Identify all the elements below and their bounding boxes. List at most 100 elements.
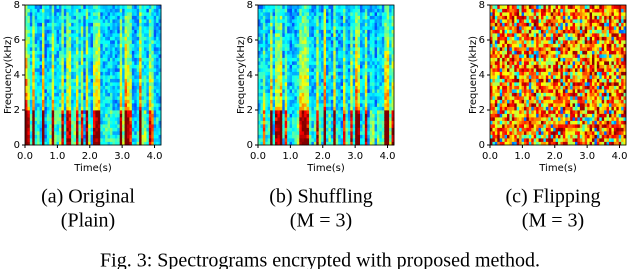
spectrogram-cell — [287, 96, 290, 100]
spectrogram-cell — [47, 86, 50, 90]
spectrogram-cell — [326, 89, 329, 93]
spectrogram-cell — [367, 79, 370, 83]
spectrogram-cell — [328, 65, 331, 69]
spectrogram-cell — [27, 65, 30, 69]
spectrogram-cell — [275, 26, 278, 30]
spectrogram-cell — [149, 58, 152, 62]
spectrogram-cell — [83, 12, 86, 16]
spectrogram-cell — [149, 82, 152, 86]
spectrogram-cell — [333, 117, 336, 121]
spectrogram-cell — [47, 82, 50, 86]
spectrogram-cell — [353, 68, 356, 72]
spectrogram-cell — [139, 131, 142, 135]
spectrogram-cell — [490, 72, 493, 76]
spectrogram-cell — [32, 58, 35, 62]
spectrogram-cell — [57, 26, 60, 30]
spectrogram-cell — [389, 37, 392, 41]
spectrogram-cell — [146, 61, 149, 65]
spectrogram-cell — [149, 5, 152, 9]
spectrogram-cell — [495, 5, 498, 9]
spectrogram-cell — [146, 107, 149, 111]
spectrogram-cell — [309, 30, 312, 34]
spectrogram-cell — [290, 96, 293, 100]
spectrogram-cell — [268, 40, 271, 44]
spectrogram-cell — [71, 51, 74, 55]
spectrogram-cell — [100, 72, 103, 76]
spectrogram-cell — [83, 128, 86, 132]
spectrogram-cell — [273, 138, 276, 142]
spectrogram-cell — [44, 75, 47, 79]
spectrogram-cell — [338, 68, 341, 72]
spectrogram-cell — [324, 107, 327, 111]
spectrogram-cell — [66, 131, 69, 135]
spectrogram-cell — [287, 51, 290, 55]
spectrogram-cell — [333, 65, 336, 69]
spectrogram-cell — [37, 23, 40, 27]
spectrogram-cell — [372, 128, 375, 132]
spectrogram-cell — [304, 75, 307, 79]
spectrogram-cell — [103, 79, 106, 83]
spectrogram-cell — [370, 68, 373, 72]
spectrogram-cell — [319, 9, 322, 13]
spectrogram-cell — [125, 82, 128, 86]
spectrogram-cell — [59, 93, 62, 97]
spectrogram-cell — [57, 96, 60, 100]
spectrogram-cell — [49, 58, 52, 62]
spectrogram-cell — [30, 89, 33, 93]
spectrogram-cell — [384, 96, 387, 100]
spectrogram-cell — [25, 110, 28, 114]
spectrogram-cell — [275, 79, 278, 83]
spectrogram-cell — [275, 103, 278, 107]
spectrogram-cell — [367, 100, 370, 104]
spectrogram-cell — [345, 44, 348, 48]
spectrogram-cell — [292, 12, 295, 16]
spectrogram-cell — [27, 40, 30, 44]
spectrogram-cell — [502, 110, 505, 114]
spectrogram-cell — [127, 117, 130, 121]
spectrogram-cell — [76, 5, 79, 9]
spectrogram-cell — [69, 89, 72, 93]
spectrogram-cell — [370, 33, 373, 37]
spectrogram-cell — [105, 54, 108, 58]
spectrogram-cell — [287, 26, 290, 30]
spectrogram-cell — [338, 58, 341, 62]
spectrogram-cell — [360, 100, 363, 104]
spectrogram-cell — [125, 124, 128, 128]
spectrogram-cell — [71, 33, 74, 37]
spectrogram-cell — [311, 51, 314, 55]
spectrogram-cell — [326, 107, 329, 111]
spectrogram-cell — [331, 89, 334, 93]
spectrogram-cell — [71, 26, 74, 30]
spectrogram-cell — [258, 54, 261, 58]
spectrogram-cell — [260, 128, 263, 132]
spectrogram-cell — [319, 26, 322, 30]
spectrogram-cell — [144, 110, 147, 114]
spectrogram-cell — [61, 61, 64, 65]
spectrogram-cell — [142, 89, 145, 93]
spectrogram-cell — [132, 5, 135, 9]
spectrogram-cell — [314, 110, 317, 114]
spectrogram-cell — [127, 75, 130, 79]
spectrogram-cell — [154, 82, 157, 86]
spectrogram-cell — [509, 23, 512, 27]
spectrogram-cell — [358, 107, 361, 111]
spectrogram-cell — [122, 54, 125, 58]
spectrogram-cell — [360, 68, 363, 72]
spectrogram-cell — [37, 16, 40, 20]
spectrogram-cell — [81, 117, 84, 121]
spectrogram-cell — [343, 96, 346, 100]
spectrogram-cell — [372, 12, 375, 16]
spectrogram-cell — [27, 23, 30, 27]
spectrogram-cell — [292, 110, 295, 114]
spectrogram-cell — [490, 5, 493, 9]
spectrogram-cell — [324, 37, 327, 41]
spectrogram-cell — [93, 68, 96, 72]
spectrogram-cell — [321, 128, 324, 132]
spectrogram-cell — [321, 86, 324, 90]
spectrogram-cell — [316, 117, 319, 121]
spectrogram-cell — [52, 107, 55, 111]
spectrogram-cell — [78, 72, 81, 76]
spectrogram-cell — [40, 138, 43, 142]
spectrogram-cell — [360, 16, 363, 20]
spectrogram-cell — [302, 19, 305, 23]
